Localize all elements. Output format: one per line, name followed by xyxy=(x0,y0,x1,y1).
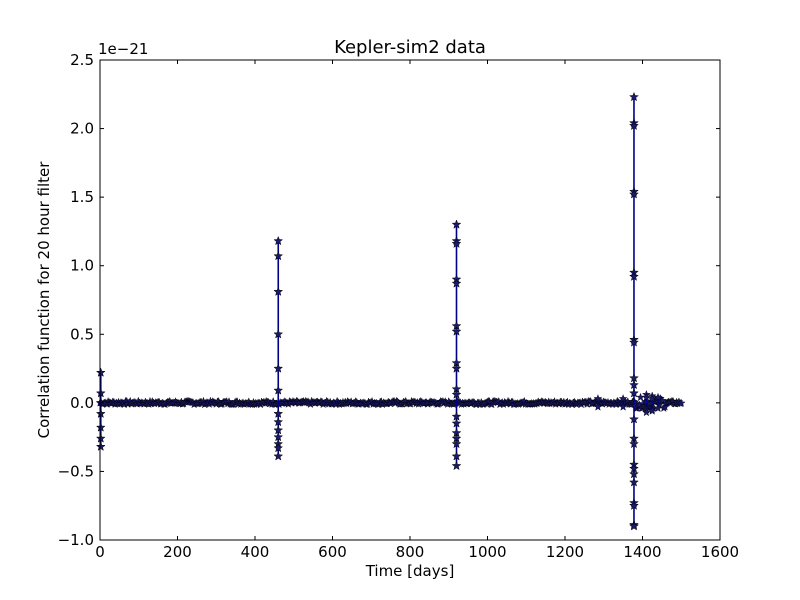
y-tick-label: 0.5 xyxy=(70,325,94,343)
x-tick-label: 600 xyxy=(318,543,347,561)
y-axis-title: Correlation function for 20 hour filter xyxy=(35,161,53,439)
spike-point xyxy=(273,442,284,453)
plot-area xyxy=(100,60,720,540)
spike-point xyxy=(273,363,284,373)
y-tick-label: 2.0 xyxy=(70,120,94,138)
spike-point xyxy=(629,468,639,479)
spike-point xyxy=(451,418,462,428)
spike-point xyxy=(451,363,462,373)
spike-point xyxy=(273,416,284,427)
burst-point xyxy=(593,394,603,403)
burst-point xyxy=(653,392,663,402)
spike-point xyxy=(629,438,639,449)
y-axis-ticks: −1.0 −0.5 0.0 0.5 1.0 1.5 2.0 2.5 xyxy=(58,51,720,549)
spike-point xyxy=(95,422,106,432)
x-tick-label: 400 xyxy=(241,543,270,561)
burst-point xyxy=(642,392,651,402)
spike-point xyxy=(451,219,462,229)
spike-point xyxy=(629,189,639,199)
spike-point xyxy=(273,235,284,246)
y-tick-label: −1.0 xyxy=(58,531,94,549)
burst-point xyxy=(653,403,663,413)
y-tick-label: −0.5 xyxy=(58,462,94,480)
y-tick-label: 0.0 xyxy=(70,394,94,412)
spike-point xyxy=(95,433,106,443)
spike-point xyxy=(273,451,284,461)
spike-point xyxy=(273,286,284,296)
spike-point xyxy=(629,477,639,487)
spike-point xyxy=(273,385,284,395)
transit-spike xyxy=(95,367,106,451)
x-tick-label: 800 xyxy=(396,543,425,561)
spike-point xyxy=(629,91,639,102)
y-tick-label: 1.0 xyxy=(70,257,94,275)
noise-burst xyxy=(642,390,651,417)
data-layer xyxy=(95,91,686,531)
x-axis-title: Time [days] xyxy=(365,562,455,580)
spike-point xyxy=(629,271,639,281)
spike-point xyxy=(629,388,639,398)
chart-title: Kepler-sim2 data xyxy=(334,37,486,58)
y-tick-label: 2.5 xyxy=(70,51,94,69)
burst-point xyxy=(618,402,628,411)
spike-point xyxy=(273,408,284,419)
spike-point xyxy=(95,388,106,398)
x-axis-ticks: 0 200 400 600 800 1000 1200 1400 1600 xyxy=(95,60,739,561)
baseline-point xyxy=(654,400,664,409)
spike-point xyxy=(451,326,462,336)
burst-point xyxy=(618,394,628,403)
spike-point xyxy=(95,441,106,451)
transit-spike xyxy=(273,235,284,461)
spike-point xyxy=(273,329,284,339)
spike-point xyxy=(629,337,639,347)
baseline-point xyxy=(676,398,686,407)
y-offset-text: 1e−21 xyxy=(98,40,148,58)
burst-point xyxy=(647,406,657,415)
spike-point xyxy=(451,438,462,449)
spike-point xyxy=(451,278,462,288)
spike-point xyxy=(629,521,639,531)
noise-burst xyxy=(647,391,657,415)
x-tick-label: 1000 xyxy=(468,543,506,561)
x-tick-label: 200 xyxy=(163,543,192,561)
noise-burst xyxy=(618,394,628,411)
spike-point xyxy=(95,408,106,419)
spike-point xyxy=(451,460,462,471)
spike-point xyxy=(273,250,284,261)
spike-point xyxy=(629,414,639,424)
burst-point xyxy=(647,394,657,403)
spike-point xyxy=(451,389,462,399)
spike-point xyxy=(451,238,462,248)
x-tick-label: 1200 xyxy=(546,543,584,561)
transit-spike xyxy=(629,91,639,531)
x-tick-label: 1400 xyxy=(623,543,661,561)
noise-burst xyxy=(593,394,603,411)
noise-burst xyxy=(653,392,663,413)
y-tick-label: 1.5 xyxy=(70,188,94,206)
x-tick-label: 1600 xyxy=(701,543,739,561)
burst-point xyxy=(642,407,651,417)
spike-point xyxy=(629,120,639,131)
spike-point xyxy=(629,500,639,510)
burst-point xyxy=(593,402,603,411)
x-tick-label: 0 xyxy=(95,543,105,561)
spike-point xyxy=(629,379,639,390)
spike-point xyxy=(95,367,106,377)
transit-spike xyxy=(451,219,462,471)
spike-point xyxy=(451,451,462,461)
